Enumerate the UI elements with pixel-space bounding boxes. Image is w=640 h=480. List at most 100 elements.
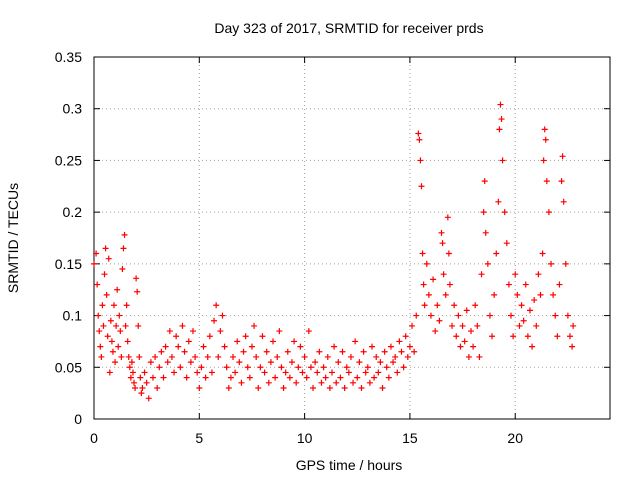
data-point [459,322,466,329]
data-point [472,302,479,309]
x-tick-label: 0 [90,430,98,446]
data-point [230,353,237,360]
data-point [337,374,344,381]
data-point [499,157,506,164]
data-point [417,157,424,164]
data-point [364,364,371,371]
data-point [495,198,502,205]
data-point [123,302,130,309]
data-point [371,374,378,381]
data-point [354,374,361,381]
data-point [556,281,563,288]
data-point [223,364,230,371]
data-point [295,364,302,371]
data-point [310,384,317,391]
data-point [126,364,133,371]
data-point [251,322,258,329]
data-point [550,291,557,298]
data-point [236,359,243,366]
data-point [451,302,458,309]
data-point [402,333,409,340]
data-point [248,343,255,350]
data-point [284,348,291,355]
data-point [168,353,175,360]
data-point [524,333,531,340]
data-point [132,384,139,391]
data-point [267,359,274,366]
data-point [164,359,171,366]
x-tick-label: 15 [402,430,418,446]
data-point [179,322,186,329]
data-point [514,291,521,298]
data-point [102,245,109,252]
data-point [404,353,411,360]
data-point [390,359,397,366]
data-point [392,353,399,360]
data-point [421,302,428,309]
data-point [122,322,129,329]
data-point [540,157,547,164]
data-point [385,374,392,381]
y-tick-label: 0.05 [55,359,82,375]
data-point [134,288,141,295]
data-point [541,126,548,133]
data-point [213,302,220,309]
data-point [430,276,437,283]
data-point [280,384,287,391]
data-point [98,353,105,360]
data-point [360,348,367,355]
data-point [100,322,107,329]
data-point [272,374,279,381]
data-point [508,312,515,319]
data-point [183,374,190,381]
data-point [420,281,427,288]
data-point [491,291,498,298]
data-point [562,260,569,267]
data-point [440,271,447,278]
data-point [489,333,496,340]
data-point [564,312,571,319]
data-point [202,374,209,381]
data-point [171,369,178,376]
data-point [312,359,319,366]
data-point [467,328,474,335]
data-point [137,374,144,381]
data-point [324,353,331,360]
y-tick-label: 0.15 [55,256,82,272]
data-point [162,343,169,350]
data-point [104,333,111,340]
data-point [339,348,346,355]
data-point [539,250,546,257]
plot-frame [93,56,611,420]
data-point [558,178,565,185]
data-point [381,348,388,355]
data-point [453,333,460,340]
data-point [107,317,114,324]
data-point [314,369,321,376]
data-point [322,374,329,381]
data-point [478,271,485,278]
data-point [261,369,268,376]
data-point [238,379,245,386]
data-point [120,245,127,252]
data-point [480,209,487,216]
data-point [149,374,156,381]
data-point [242,333,249,340]
y-tick-label: 0 [74,411,82,427]
data-point [413,312,420,319]
data-point [529,343,536,350]
data-point [411,348,418,355]
data-point [396,338,403,345]
data-point [493,250,500,257]
data-point [129,369,136,376]
data-point [265,379,272,386]
data-point [533,322,540,329]
data-point [331,343,338,350]
data-point [189,328,196,335]
data-point [253,353,260,360]
data-point [225,384,232,391]
data-point [569,343,576,350]
data-point [484,260,491,267]
data-point [147,359,154,366]
data-point [345,369,352,376]
